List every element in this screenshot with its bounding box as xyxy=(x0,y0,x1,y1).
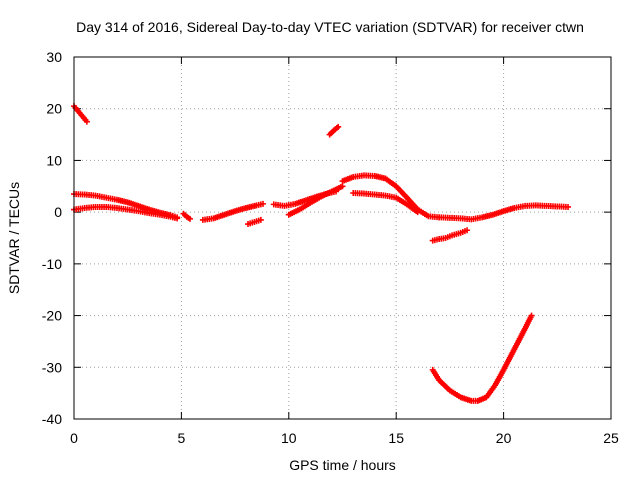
x-axis-label: GPS time / hours xyxy=(289,457,396,473)
y-tick-label: -20 xyxy=(42,308,62,324)
point-markers xyxy=(436,202,572,223)
point-markers xyxy=(244,216,264,228)
chart-title: Day 314 of 2016, Sidereal Day-to-day VTE… xyxy=(76,19,584,35)
y-tick-label: 30 xyxy=(46,49,62,65)
series-lower-band xyxy=(71,203,181,222)
point-markers xyxy=(180,210,193,222)
x-tick-label: 15 xyxy=(388,430,404,446)
series-low-segment-8 xyxy=(244,216,264,228)
point-markers xyxy=(71,203,181,222)
plot-border xyxy=(73,56,612,420)
y-tick-label: 10 xyxy=(46,152,62,168)
y-tick-label: -40 xyxy=(42,411,62,427)
x-tick-label: 10 xyxy=(281,430,297,446)
y-tick-label: -10 xyxy=(42,256,62,272)
y-axis-label: SDTVAR / TECUs xyxy=(6,182,22,294)
axis-ticks xyxy=(73,56,612,420)
series-short-5_3 xyxy=(180,210,193,222)
point-markers xyxy=(326,123,342,138)
series-hump-inner xyxy=(350,190,421,216)
point-markers xyxy=(429,227,471,244)
series-low-segment-17 xyxy=(429,227,471,244)
data-marks xyxy=(71,103,572,404)
grid xyxy=(74,57,611,419)
series-deep-curve xyxy=(429,312,535,404)
point-markers xyxy=(350,190,421,216)
y-tick-label: -30 xyxy=(42,359,62,375)
x-tick-label: 5 xyxy=(178,430,186,446)
y-tick-label: 0 xyxy=(54,204,62,220)
point-markers xyxy=(285,183,346,218)
x-tick-label: 25 xyxy=(603,430,619,446)
point-markers xyxy=(199,200,267,223)
y-tick-label: 20 xyxy=(46,101,62,117)
x-tick-label: 20 xyxy=(496,430,512,446)
series-midday-band xyxy=(199,200,267,223)
series-band-10-12_5 xyxy=(285,183,346,218)
series-evening-band xyxy=(436,202,572,223)
x-tick-label: 0 xyxy=(70,430,78,446)
point-markers xyxy=(429,312,535,404)
series-spike-12 xyxy=(326,123,342,138)
axis-tick-labels: 0 5 10 15 20 25 -40 -30 -20 -10 0 10 20 30 xyxy=(42,49,619,446)
